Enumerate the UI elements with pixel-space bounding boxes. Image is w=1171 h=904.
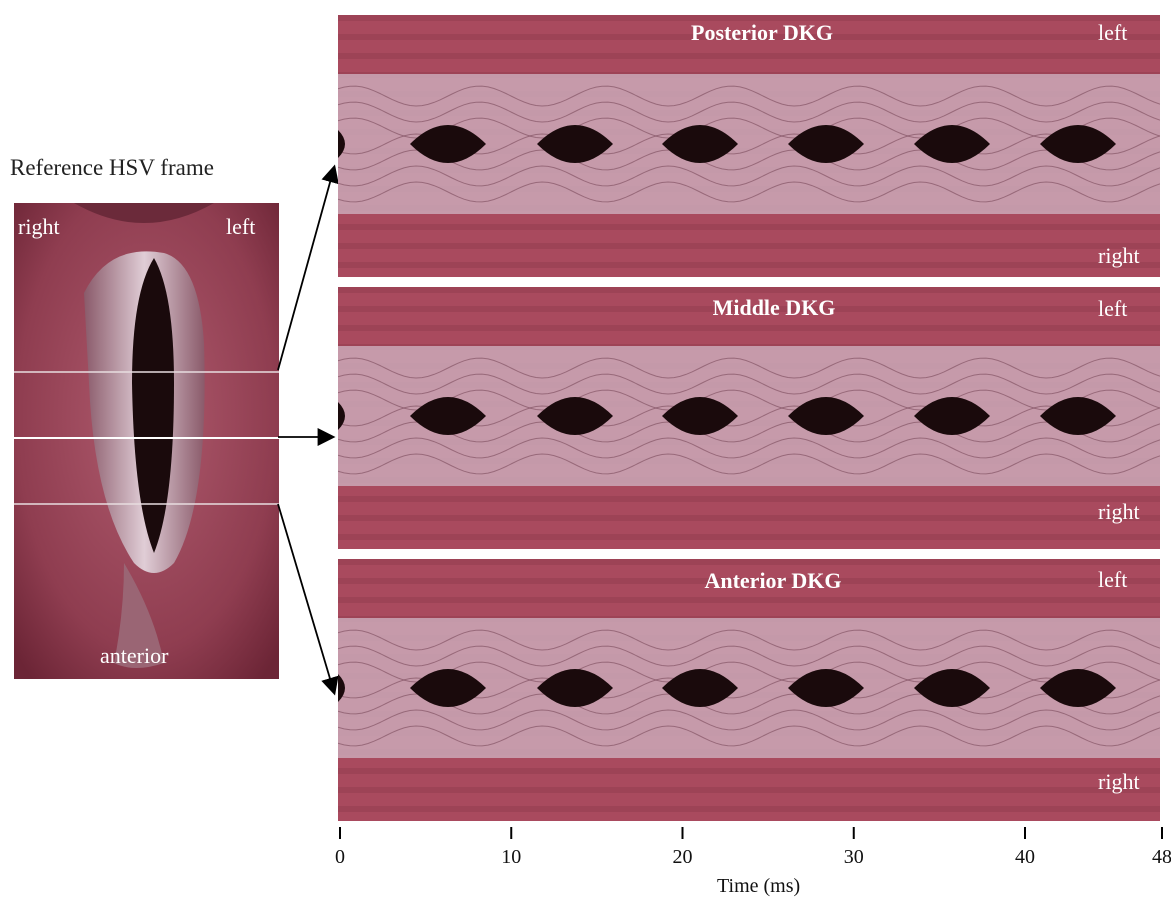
time-axis: 0 10 20 30 40 48 (335, 827, 1171, 868)
arrow-posterior (277, 164, 339, 371)
reference-label-right: right (18, 214, 60, 239)
glottal-opening-6 (1040, 669, 1116, 707)
arrow-anterior (277, 503, 339, 696)
middle-dkg-title: Middle DKG (712, 295, 836, 320)
reference-label-anterior: anterior (100, 643, 169, 668)
glottal-opening-2 (537, 397, 613, 435)
glottal-opening-4 (788, 397, 864, 435)
middle-label-right: right (1098, 499, 1140, 524)
time-tick-label-48: 48 (1152, 846, 1171, 868)
glottal-opening-2 (537, 125, 613, 163)
anterior-dkg-title: Anterior DKG (704, 568, 842, 593)
reference-hsv-frame (14, 203, 279, 679)
anterior-label-right: right (1098, 769, 1140, 794)
glottal-opening-6 (1040, 125, 1116, 163)
glottal-opening-5 (914, 669, 990, 707)
time-tick-label-20: 20 (673, 846, 693, 868)
anterior-label-left: left (1098, 567, 1128, 592)
posterior-label-right: right (1098, 243, 1140, 268)
glottal-opening-4 (788, 669, 864, 707)
middle-label-left: left (1098, 296, 1128, 321)
glottal-opening-5 (914, 397, 990, 435)
posterior-label-left: left (1098, 20, 1128, 45)
glottal-opening-3 (662, 669, 738, 707)
glottal-opening-1 (410, 125, 486, 163)
glottal-opening-5 (914, 125, 990, 163)
glottal-opening-4 (788, 125, 864, 163)
time-tick-label-10: 10 (501, 846, 521, 868)
glottal-opening-1 (410, 669, 486, 707)
glottal-opening-3 (662, 125, 738, 163)
glottal-opening-6 (1040, 397, 1116, 435)
middle-dkg-panel (338, 287, 1160, 549)
reference-frame-title: Reference HSV frame (10, 155, 214, 180)
anterior-dkg-panel (338, 559, 1160, 821)
time-tick-label-0: 0 (335, 846, 345, 868)
time-tick-label-40: 40 (1015, 846, 1035, 868)
glottal-opening-2 (537, 669, 613, 707)
glottal-opening-3 (662, 397, 738, 435)
time-tick-label-30: 30 (844, 846, 864, 868)
glottal-opening-1 (410, 397, 486, 435)
reference-label-left: left (226, 214, 256, 239)
time-axis-label: Time (ms) (717, 875, 801, 897)
connector-arrows (277, 164, 339, 696)
posterior-dkg-title: Posterior DKG (691, 20, 833, 45)
posterior-dkg-panel (338, 15, 1160, 277)
